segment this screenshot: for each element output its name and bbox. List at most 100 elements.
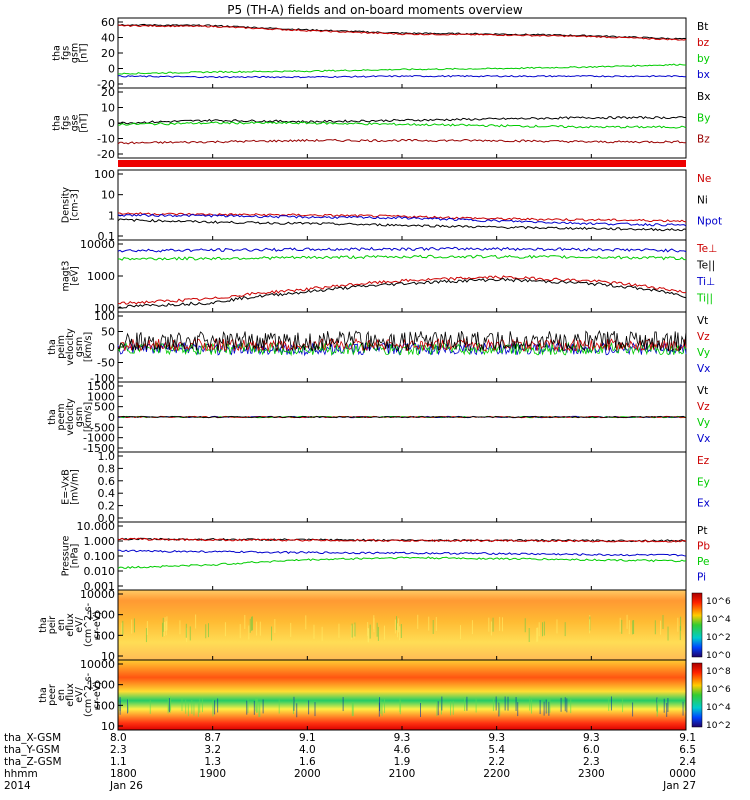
y-axis-label: tha: [47, 409, 58, 425]
legend-Vx: Vx: [697, 363, 710, 375]
y-axis-label: eflux: [65, 613, 76, 637]
legend-Te||: Te||: [696, 260, 715, 272]
y-axis-label: [km/s]: [83, 402, 94, 432]
axis-value-x: 9.1: [679, 732, 696, 744]
axis-value-x: 9.1: [299, 732, 316, 744]
y-axis-label: sr-eV): [92, 681, 103, 709]
y-tick-label: 10.000: [77, 520, 116, 533]
colorbar-label: 10^4: [706, 615, 731, 625]
colorbar-label: 10^8: [706, 667, 731, 677]
y-axis-label: [nPa]: [70, 544, 81, 569]
axis-value-y: 4.6: [394, 744, 411, 756]
y-axis-label: peim: [56, 335, 67, 359]
y-axis-label: eV/: [74, 686, 85, 702]
series-Pi: [118, 549, 687, 557]
y-axis-label: tha: [52, 45, 63, 61]
y-tick-label: 10000: [80, 238, 115, 251]
y-tick-label: 10: [101, 720, 115, 733]
y-tick-label: 1.000: [84, 535, 116, 548]
series-Te⊥: [117, 275, 687, 305]
legend-Vt: Vt: [697, 385, 708, 397]
legend-Bx: Bx: [697, 91, 710, 103]
axis-row-label: 2014: [4, 780, 31, 792]
series-Te||: [117, 277, 687, 309]
legend-Bt: Bt: [697, 21, 708, 33]
y-tick-label: 10000: [80, 658, 115, 671]
legend-Pe: Pe: [697, 556, 709, 568]
mode-bar: [118, 160, 686, 167]
series-Npot: [117, 213, 687, 227]
y-tick-label: 10: [101, 189, 115, 202]
colorbar-label: 10^2: [706, 633, 731, 643]
y-tick-label: 0: [108, 341, 115, 354]
legend-Vz: Vz: [697, 401, 710, 413]
axis-value-hhmm: 2200: [483, 768, 510, 780]
y-axis-label: tha: [52, 115, 63, 131]
series-Ti⊥: [117, 246, 687, 253]
axis-value-hhmm: 2100: [389, 768, 416, 780]
y-axis-label: [km/s]: [83, 332, 94, 362]
axis-value-hhmm: 2300: [578, 768, 605, 780]
colorbar-peir_eflux: [691, 592, 703, 658]
axis-value-hhmm: 2000: [294, 768, 321, 780]
series-By: [117, 121, 687, 129]
axis-value-date: Jan 27: [662, 780, 696, 792]
series-Pe: [117, 556, 687, 569]
y-tick-label: 0.8: [98, 462, 116, 475]
y-axis-label: (cm^2-s-: [83, 603, 94, 647]
legend-by: by: [697, 53, 710, 65]
y-tick-label: 1000: [87, 679, 115, 692]
y-tick-label: 100: [94, 699, 115, 712]
y-tick-label: 10000: [80, 588, 115, 601]
velocity-trace: [117, 330, 687, 353]
axis-value-z: 1.6: [299, 756, 316, 768]
series-Bx: [117, 116, 686, 125]
axis-row-label: tha_Y-GSM: [4, 744, 60, 756]
y-tick-label: 0.1: [98, 230, 116, 243]
panel-frames: [117, 17, 703, 731]
y-tick-label: 10: [101, 102, 115, 115]
axis-value-x: 9.3: [583, 732, 600, 744]
legend-Bz: Bz: [697, 134, 710, 146]
y-tick-label: 0.010: [84, 565, 116, 578]
series-bz: [117, 24, 687, 41]
legend-Vz: Vz: [697, 331, 710, 343]
legend-bz: bz: [697, 37, 710, 49]
axis-value-y: 5.4: [488, 744, 505, 756]
axis-value-x: 8.0: [110, 732, 127, 744]
series-Pb: [117, 537, 687, 543]
axis-value-hhmm: 1800: [110, 768, 137, 780]
legend-Ti⊥: Ti⊥: [696, 276, 715, 288]
y-axis-label: tha: [38, 687, 49, 703]
time-axis: tha_X-GSMtha_Y-GSMtha_Z-GSMhhmm20148.02.…: [4, 732, 696, 792]
y-tick-label: 100: [94, 629, 115, 642]
axis-value-z: 2.3: [583, 756, 600, 768]
y-axis-label: Density: [61, 187, 72, 223]
axis-value-z: 1.1: [110, 756, 127, 768]
velocity-trace-peem: [117, 415, 687, 419]
data-curves: [117, 23, 687, 569]
legend-Ex: Ex: [697, 498, 710, 510]
axis-row-label: tha_Z-GSM: [4, 756, 62, 768]
velocity-trace: [117, 337, 687, 352]
axis-value-z: 2.4: [679, 756, 696, 768]
y-tick-label: 20: [101, 47, 115, 60]
y-tick-label: 100: [94, 302, 115, 315]
y-axis-label: eV/: [74, 616, 85, 632]
y-tick-label: 0: [108, 63, 115, 76]
axis-value-x: 9.3: [488, 732, 505, 744]
y-tick-label: 0.001: [84, 580, 116, 593]
y-axis-label: Pressure: [61, 536, 72, 577]
y-tick-label: 1000: [87, 609, 115, 622]
y-tick-label: 1000: [87, 390, 115, 403]
series-Bz: [117, 138, 687, 145]
y-tick-label: 10: [101, 650, 115, 663]
y-axis-label: [mV/m]: [70, 469, 81, 505]
y-tick-label: 100: [94, 310, 115, 323]
series-Ni: [117, 218, 687, 232]
y-axis-label: fgs: [61, 116, 72, 130]
legend-Vx: Vx: [697, 433, 710, 445]
y-axis-label: gse: [70, 114, 81, 131]
y-tick-label: -1500: [83, 442, 115, 455]
